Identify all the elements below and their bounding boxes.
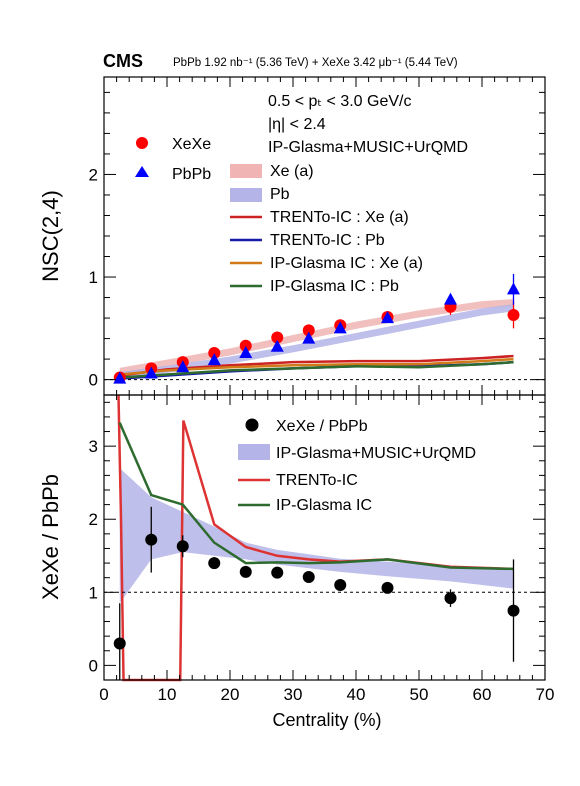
x-axis-label: Centrality (%) [272, 710, 381, 730]
bot-series-0-point [507, 604, 520, 617]
legend-label-ipglasma: IP-Glasma IC [276, 497, 372, 514]
bottom-y-axis-label: XeXe / PbPb [38, 474, 63, 600]
top-series-1-point [381, 311, 394, 324]
bot-ytick-label: 3 [89, 437, 98, 456]
model-label: IP-Glasma+MUSIC+UrQMD [268, 139, 468, 156]
top-series-1-point [176, 360, 190, 373]
bot-series-1-band [119, 468, 514, 604]
xtick-label: 20 [221, 685, 240, 704]
top-ytick-label: 1 [89, 268, 98, 287]
bot-series-0-point [113, 637, 126, 650]
bot-ytick-label: 1 [89, 583, 98, 602]
legend-label-xe-band: Xe (a) [270, 163, 314, 180]
legend-label-pb-band: Pb [270, 186, 290, 203]
top-series-1-point [207, 353, 221, 366]
legend-marker-xexe [136, 137, 148, 149]
top-series-1-point [333, 321, 347, 334]
legend-swatch-xe-band [230, 164, 262, 178]
top-series-0-point [302, 324, 315, 337]
top-model-lines [119, 354, 514, 380]
bottom-model-bands [119, 468, 514, 604]
bot-series-0-point [208, 557, 221, 570]
top-series-7-line [119, 360, 514, 379]
bot-series-0-point [271, 566, 284, 579]
bottom-plot-frame [103, 394, 546, 681]
legend-marker-pbpb [135, 166, 149, 177]
top-series-1-point [239, 345, 253, 358]
xtick-label: 40 [347, 685, 366, 704]
legend-swatch-model-band [238, 444, 270, 460]
top-series-1-point [144, 366, 158, 379]
top-series-1-point [444, 292, 457, 305]
eta-cut-label: |η| < 2.4 [268, 116, 326, 133]
bot-ytick-label: 2 [89, 510, 98, 529]
top-ytick-label: 0 [89, 371, 98, 390]
legend-label-pbpb: PbPb [172, 166, 211, 183]
bottom-data-points [113, 506, 520, 680]
legend-label-ipglasma-pb: IP-Glasma IC : Pb [270, 278, 399, 295]
pt-cut-label: 0.5 < pₜ < 3.0 GeV/c [268, 93, 411, 110]
top-series-1-point [113, 371, 127, 384]
top-series-1-point [507, 282, 520, 295]
top-series-1-point [302, 331, 316, 344]
bottom-legend: XeXe / PbPb IP-Glasma+MUSIC+UrQMD TRENTo… [238, 418, 476, 514]
xtick-label: 30 [284, 685, 303, 704]
bot-series-0-point [145, 533, 158, 546]
legend-label-model-band: IP-Glasma+MUSIC+UrQMD [276, 445, 476, 462]
legend-label-trento-xe: TRENTo-IC : Xe (a) [270, 209, 409, 226]
top-series-0-point [208, 346, 221, 359]
legend-label-trento: TRENTo-IC [276, 472, 358, 489]
legend-marker-ratio [245, 418, 259, 432]
top-legend: XeXe PbPb Xe (a) Pb TRENTo-IC : Xe (a) T… [135, 136, 423, 295]
top-series-6-line [119, 357, 514, 376]
legend-swatch-pb-band [230, 188, 262, 202]
xtick-label: 70 [536, 685, 555, 704]
bot-series-0-point [176, 540, 189, 553]
legend-label-ipglasma-xe: IP-Glasma IC : Xe (a) [270, 255, 423, 272]
top-data-points [113, 273, 520, 384]
top-axis: 0 1 2 [89, 77, 546, 395]
legend-label-xexe: XeXe [172, 136, 211, 153]
bot-series-0-point [334, 579, 347, 591]
top-series-1-point [270, 339, 284, 352]
top-y-axis-label: NSC(2,4) [38, 190, 63, 282]
bot-series-0-point [444, 592, 457, 605]
bot-ytick-label: 0 [89, 656, 98, 675]
xtick-label: 10 [158, 685, 177, 704]
top-series-0-point [507, 308, 520, 321]
top-series-0-point [239, 339, 252, 352]
legend-label-ratio: XeXe / PbPb [276, 418, 368, 435]
top-series-0-point [271, 331, 284, 344]
top-series-3-band [119, 304, 514, 380]
bot-series-0-point [302, 570, 315, 583]
cms-logo: CMS [103, 51, 143, 71]
top-ytick-label: 2 [89, 165, 98, 184]
xtick-label: 60 [473, 685, 492, 704]
xtick-label: 0 [99, 685, 108, 704]
legend-label-trento-pb: TRENTo-IC : Pb [270, 232, 385, 249]
bot-series-0-point [381, 581, 394, 594]
dataset-label: PbPb 1.92 nb⁻¹ (5.36 TeV) + XeXe 3.42 μb… [173, 57, 458, 69]
top-panel: 0 1 2 NSC(2,4) 0.5 < pₜ < 3.0 GeV/c |η| < … [38, 76, 546, 396]
bot-series-0-point [239, 565, 252, 578]
xtick-label: 50 [410, 685, 429, 704]
bot-series-3-line [118, 422, 514, 571]
